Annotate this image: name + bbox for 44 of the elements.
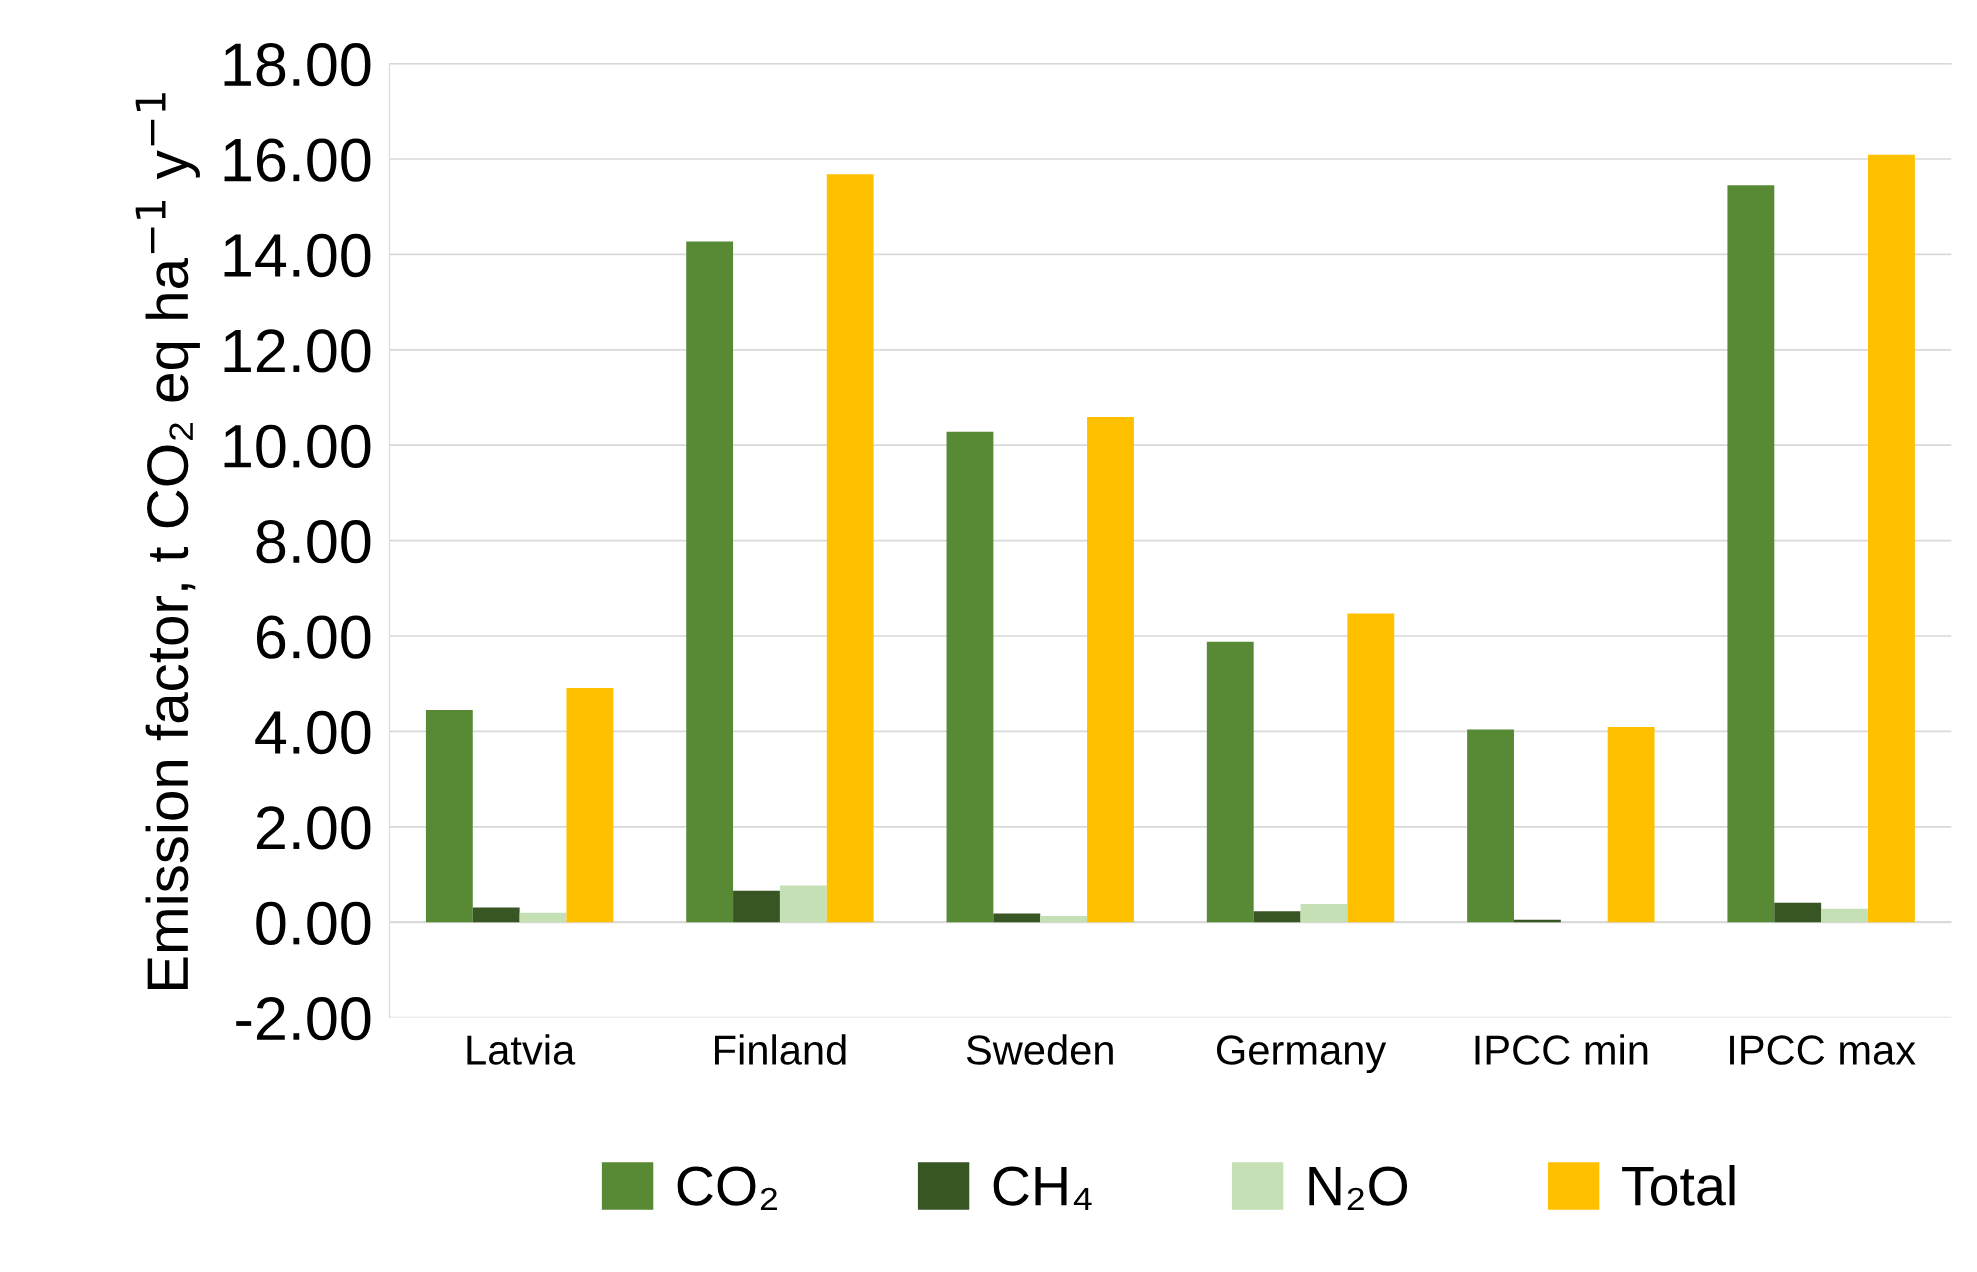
bar [993, 913, 1041, 923]
bar [1253, 911, 1301, 923]
bar [733, 890, 780, 923]
bar [472, 907, 520, 923]
bar [566, 687, 614, 923]
x-tick-label: Sweden [966, 1034, 1113, 1065]
legend-label: Total [1622, 1164, 1735, 1206]
y-tick-label: 8.00 [256, 520, 371, 564]
bar [425, 709, 473, 923]
y-tick-label: 0.00 [256, 901, 371, 945]
bar [1087, 417, 1134, 923]
bar [1868, 154, 1915, 923]
bar [1607, 727, 1655, 923]
x-tick-label: IPCC min [1475, 1034, 1648, 1065]
bar [826, 174, 874, 923]
legend-label: N₂O [1309, 1166, 1408, 1210]
legend-label: CH₄ [993, 1166, 1092, 1210]
y-tick-label: 16.00 [224, 138, 371, 182]
y-tick-label: 18.00 [224, 43, 371, 87]
y-tick-label: 12.00 [224, 329, 371, 373]
bar [946, 431, 994, 923]
y-axis-title: Emission factor, t CO₂ eq ha$^{−1}$ y$^{−1}$ [135, 93, 200, 990]
y-tick-label: 6.00 [256, 615, 371, 659]
y-tick-label: 14.00 [224, 233, 371, 278]
y-tick-label: 10.00 [224, 424, 371, 468]
y-tick-label: -2.00 [236, 997, 371, 1041]
bar [1206, 641, 1254, 923]
y-tick-label: 2.00 [256, 806, 371, 850]
bar [1774, 902, 1822, 923]
bar [519, 912, 567, 923]
bar [1821, 908, 1868, 923]
bar [686, 241, 734, 923]
bar [1040, 916, 1088, 923]
legend-label: CO₂ [677, 1166, 777, 1210]
x-tick-label: Finland [715, 1034, 846, 1065]
bar [1347, 613, 1395, 923]
bar [1727, 185, 1775, 923]
bar [1467, 729, 1514, 923]
bar [1300, 904, 1348, 923]
bar [779, 885, 827, 923]
x-tick-label: Germany [1216, 1035, 1387, 1074]
y-tick-label: 4.00 [255, 710, 371, 755]
x-tick-label: IPCC max [1730, 1035, 1916, 1065]
x-tick-label: Latvia [467, 1034, 576, 1065]
